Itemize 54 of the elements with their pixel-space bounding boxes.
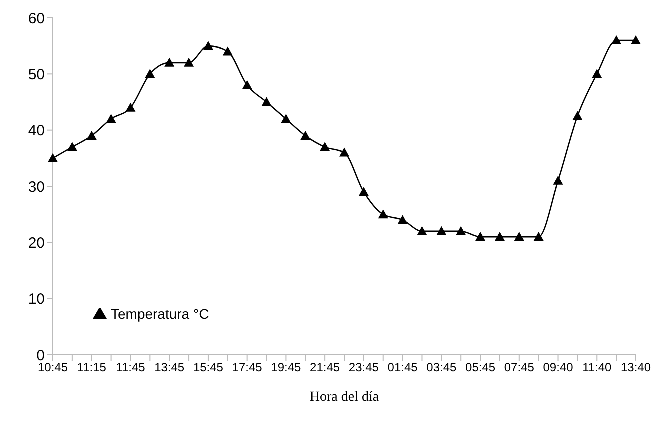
- point: [164, 58, 175, 67]
- point: [48, 153, 58, 162]
- x-tick-label: 09:40: [543, 360, 574, 375]
- point: [86, 130, 97, 140]
- x-tick-label: 11:15: [77, 360, 107, 375]
- x-axis-title: Hora del día: [310, 390, 380, 405]
- point: [222, 46, 233, 56]
- point: [436, 226, 447, 236]
- x-tick-label: 07:45: [504, 360, 535, 375]
- y-tick-label: 10: [28, 291, 45, 308]
- y-tick-label: 20: [28, 234, 45, 252]
- x-tick-label: 15:45: [193, 360, 224, 375]
- x-tick-label: 11:40: [582, 360, 612, 375]
- x-tick-label: 19:45: [271, 360, 302, 375]
- point: [300, 130, 311, 140]
- x-tick-label: 05:45: [466, 360, 496, 375]
- point: [145, 69, 156, 78]
- legend-label: Temperatura °C: [111, 306, 210, 322]
- point: [553, 176, 564, 185]
- point: [572, 111, 583, 120]
- point: [612, 35, 622, 44]
- point: [106, 114, 116, 124]
- x-tick-label: 17:45: [232, 360, 263, 375]
- point: [514, 232, 524, 242]
- x-tick-label: 21:45: [310, 360, 340, 375]
- point: [281, 114, 292, 124]
- y-tick-label: 30: [28, 178, 45, 196]
- point: [494, 232, 505, 242]
- point: [262, 97, 272, 106]
- point: [631, 35, 641, 44]
- point: [242, 80, 252, 90]
- point: [184, 58, 194, 67]
- y-tick-label: 40: [28, 122, 45, 140]
- point: [417, 226, 428, 236]
- point: [126, 102, 136, 112]
- point: [592, 69, 602, 78]
- point: [340, 148, 350, 157]
- x-tick-label: 11:45: [116, 360, 146, 375]
- x-tick-label: 01:45: [388, 360, 418, 375]
- point: [358, 187, 369, 196]
- y-tick-label: 60: [28, 10, 45, 28]
- point: [476, 232, 486, 242]
- point: [456, 226, 466, 236]
- point: [67, 142, 78, 152]
- point: [398, 215, 408, 224]
- point: [378, 210, 388, 219]
- point: [203, 41, 214, 50]
- x-tick-label: 13:45: [154, 360, 185, 375]
- x-tick-label: 13:40: [620, 360, 652, 375]
- y-tick-label: 50: [28, 66, 45, 84]
- point: [534, 232, 544, 242]
- point: [320, 142, 330, 152]
- x-tick-label: 03:45: [426, 360, 458, 375]
- x-tick-label: 23:45: [348, 360, 380, 375]
